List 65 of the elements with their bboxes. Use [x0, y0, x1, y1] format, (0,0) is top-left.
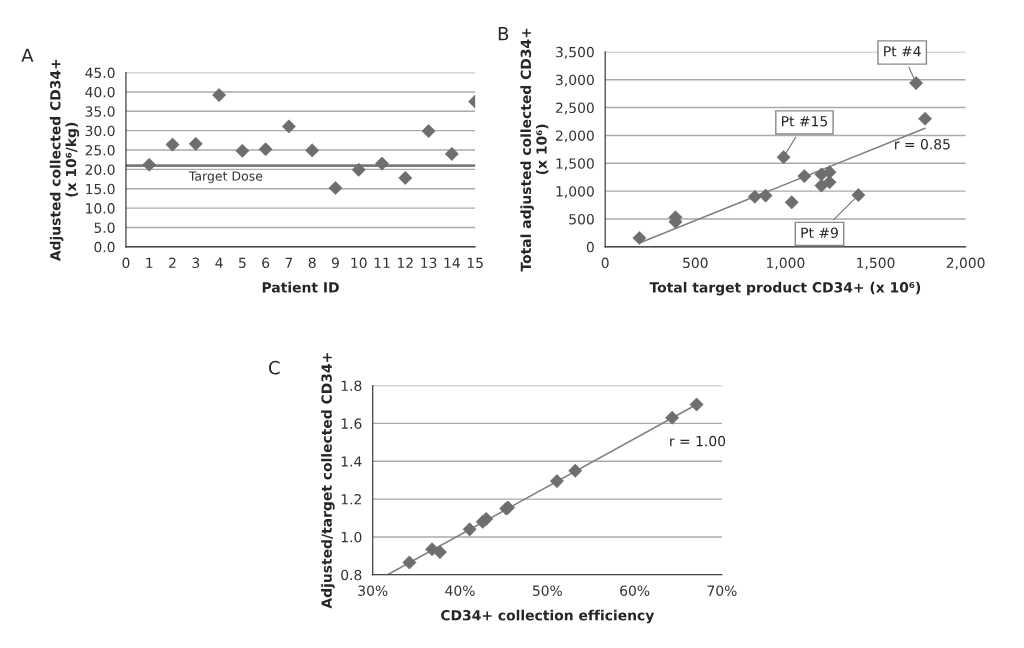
y-axis-title: Adjusted collected CD34+ (x 10⁶/kg) — [49, 59, 80, 262]
x-tick-label: 50% — [532, 585, 562, 596]
y-tick-label: 40.0 — [85, 86, 115, 98]
y-tick-label: 1.4 — [341, 456, 362, 467]
x-tick-label: 500 — [683, 257, 708, 269]
y-tick-label: 30.0 — [85, 125, 115, 137]
x-tick-label: 15 — [467, 257, 483, 269]
chart-title: B — [498, 27, 509, 41]
x-tick-label: 1 — [146, 257, 153, 268]
y-tick-label: 1.6 — [341, 418, 362, 429]
y-tick-label: 3,500 — [556, 46, 594, 59]
x-tick-label: 70% — [707, 585, 737, 596]
x-tick-label: 40% — [445, 585, 475, 596]
x-tick-label: 0 — [601, 257, 609, 269]
x-tick-label: 2 — [169, 257, 176, 268]
x-tick-label: 8 — [308, 257, 316, 269]
chart-title: A — [21, 48, 34, 62]
y-tick-label: 1,500 — [556, 158, 594, 171]
x-axis-title: CD34+ collection efficiency — [441, 609, 655, 624]
x-tick-label: 2,000 — [946, 257, 985, 270]
x-tick-label: 7 — [285, 257, 293, 268]
y-axis-title: Adjusted/target collected CD34+ — [321, 353, 335, 609]
y-axis-title: Total adjusted collected CD34+ (x 10⁶) — [520, 28, 549, 272]
y-tick-label: 5.0 — [94, 222, 115, 233]
x-tick-label: 30% — [358, 585, 388, 596]
x-tick-label: 6 — [262, 257, 270, 269]
x-tick-label: 12 — [397, 257, 413, 268]
x-tick-label: 3 — [192, 257, 200, 269]
x-tick-label: 1,500 — [857, 257, 895, 270]
y-tick-label: 0.0 — [94, 241, 115, 253]
x-axis-title: Patient ID — [262, 281, 339, 293]
y-tick-label: 25.0 — [85, 145, 115, 156]
x-tick-label: 14 — [444, 257, 460, 268]
annotation: r = 1.00 — [670, 435, 726, 447]
annotation: Pt #15 — [782, 116, 827, 127]
y-tick-label: 20.0 — [85, 164, 115, 175]
y-tick-label: 2,500 — [556, 102, 594, 115]
annotation: Pt #4 — [884, 46, 921, 57]
x-tick-label: 4 — [215, 257, 223, 268]
y-tick-label: 0.8 — [341, 569, 362, 581]
annotation: Pt #9 — [801, 227, 838, 238]
x-tick-label: 0 — [122, 257, 130, 269]
ref-line-label: Target Dose — [188, 171, 263, 184]
x-tick-label: 5 — [239, 257, 246, 269]
x-axis-title: Total target product CD34+ (x 10⁶) — [649, 281, 921, 296]
y-tick-label: 0 — [586, 241, 594, 253]
y-tick-label: 45.0 — [85, 67, 115, 79]
y-tick-label: 1.2 — [341, 494, 361, 505]
x-tick-label: 11 — [374, 257, 390, 268]
x-tick-label: 60% — [620, 585, 650, 596]
annotation: r = 0.85 — [895, 138, 950, 150]
x-tick-label: 10 — [351, 257, 367, 269]
y-tick-label: 1.8 — [341, 380, 362, 392]
y-tick-label: 1.0 — [341, 531, 362, 543]
x-tick-label: 9 — [331, 257, 339, 269]
y-tick-label: 500 — [569, 213, 594, 225]
x-tick-label: 1,000 — [767, 257, 805, 270]
y-tick-label: 1,000 — [556, 186, 594, 199]
y-tick-label: 15.0 — [86, 183, 115, 195]
chart-title: C — [268, 360, 280, 375]
x-tick-label: 13 — [421, 257, 437, 269]
y-tick-label: 10.0 — [86, 203, 115, 214]
y-tick-label: 3,000 — [556, 74, 594, 87]
y-tick-label: 2,000 — [556, 130, 594, 143]
y-tick-label: 35.0 — [85, 106, 115, 117]
